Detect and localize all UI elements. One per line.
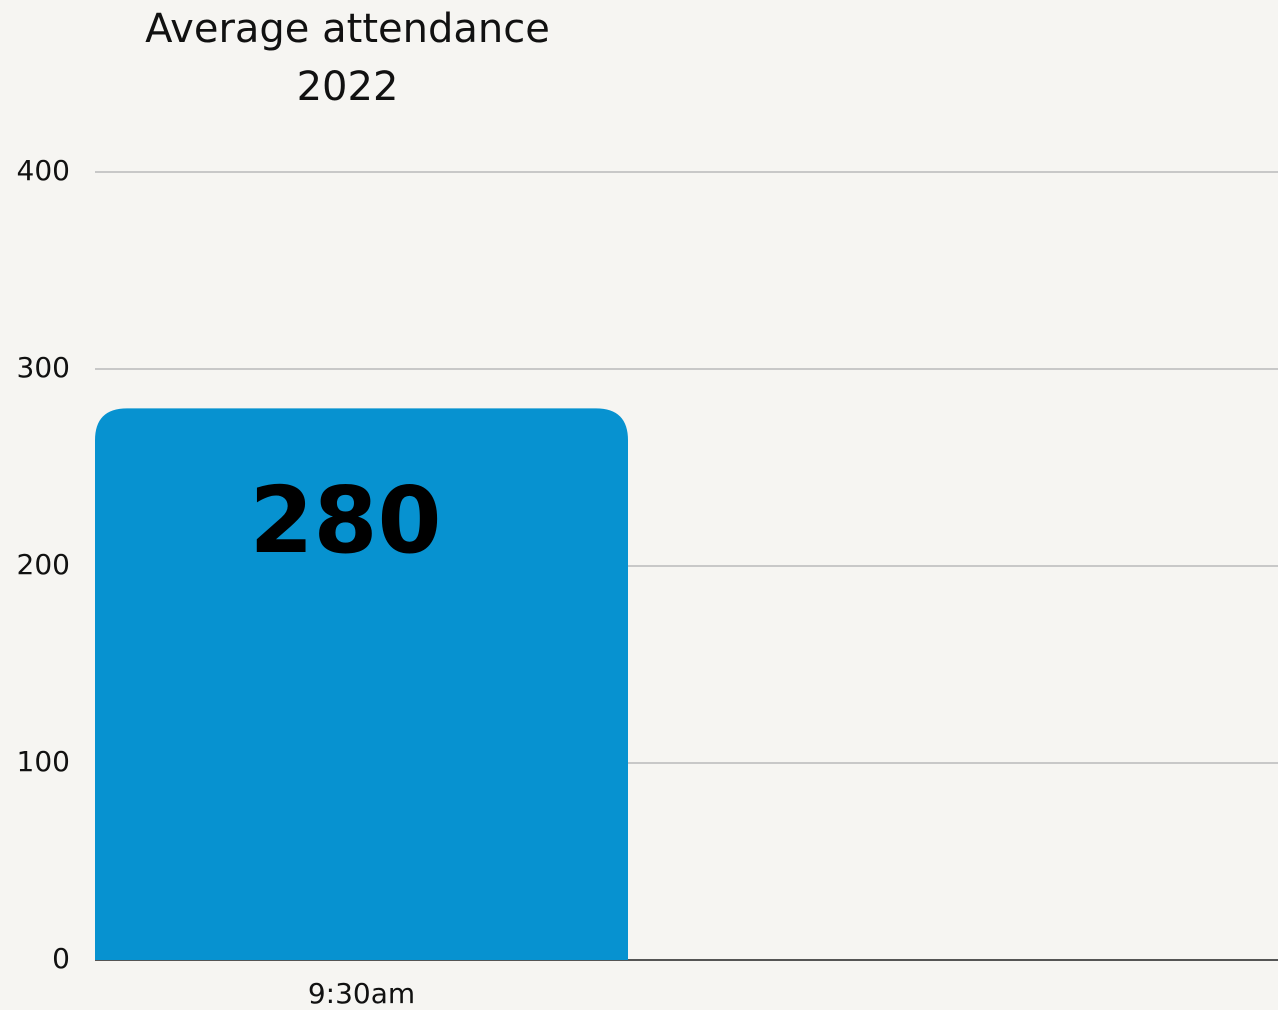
value-label: 280 bbox=[249, 467, 441, 574]
y-tick-label: 200 bbox=[17, 548, 70, 581]
y-tick-label: 0 bbox=[52, 942, 70, 975]
bar bbox=[95, 408, 628, 960]
column-title: 2022 bbox=[297, 64, 399, 110]
y-tick-label: 300 bbox=[17, 351, 70, 384]
x-tick-label: 9:30am bbox=[308, 977, 415, 1010]
y-tick-label: 100 bbox=[17, 745, 70, 778]
column-title: Average attendance bbox=[145, 6, 550, 52]
y-tick-label: 400 bbox=[17, 154, 70, 187]
